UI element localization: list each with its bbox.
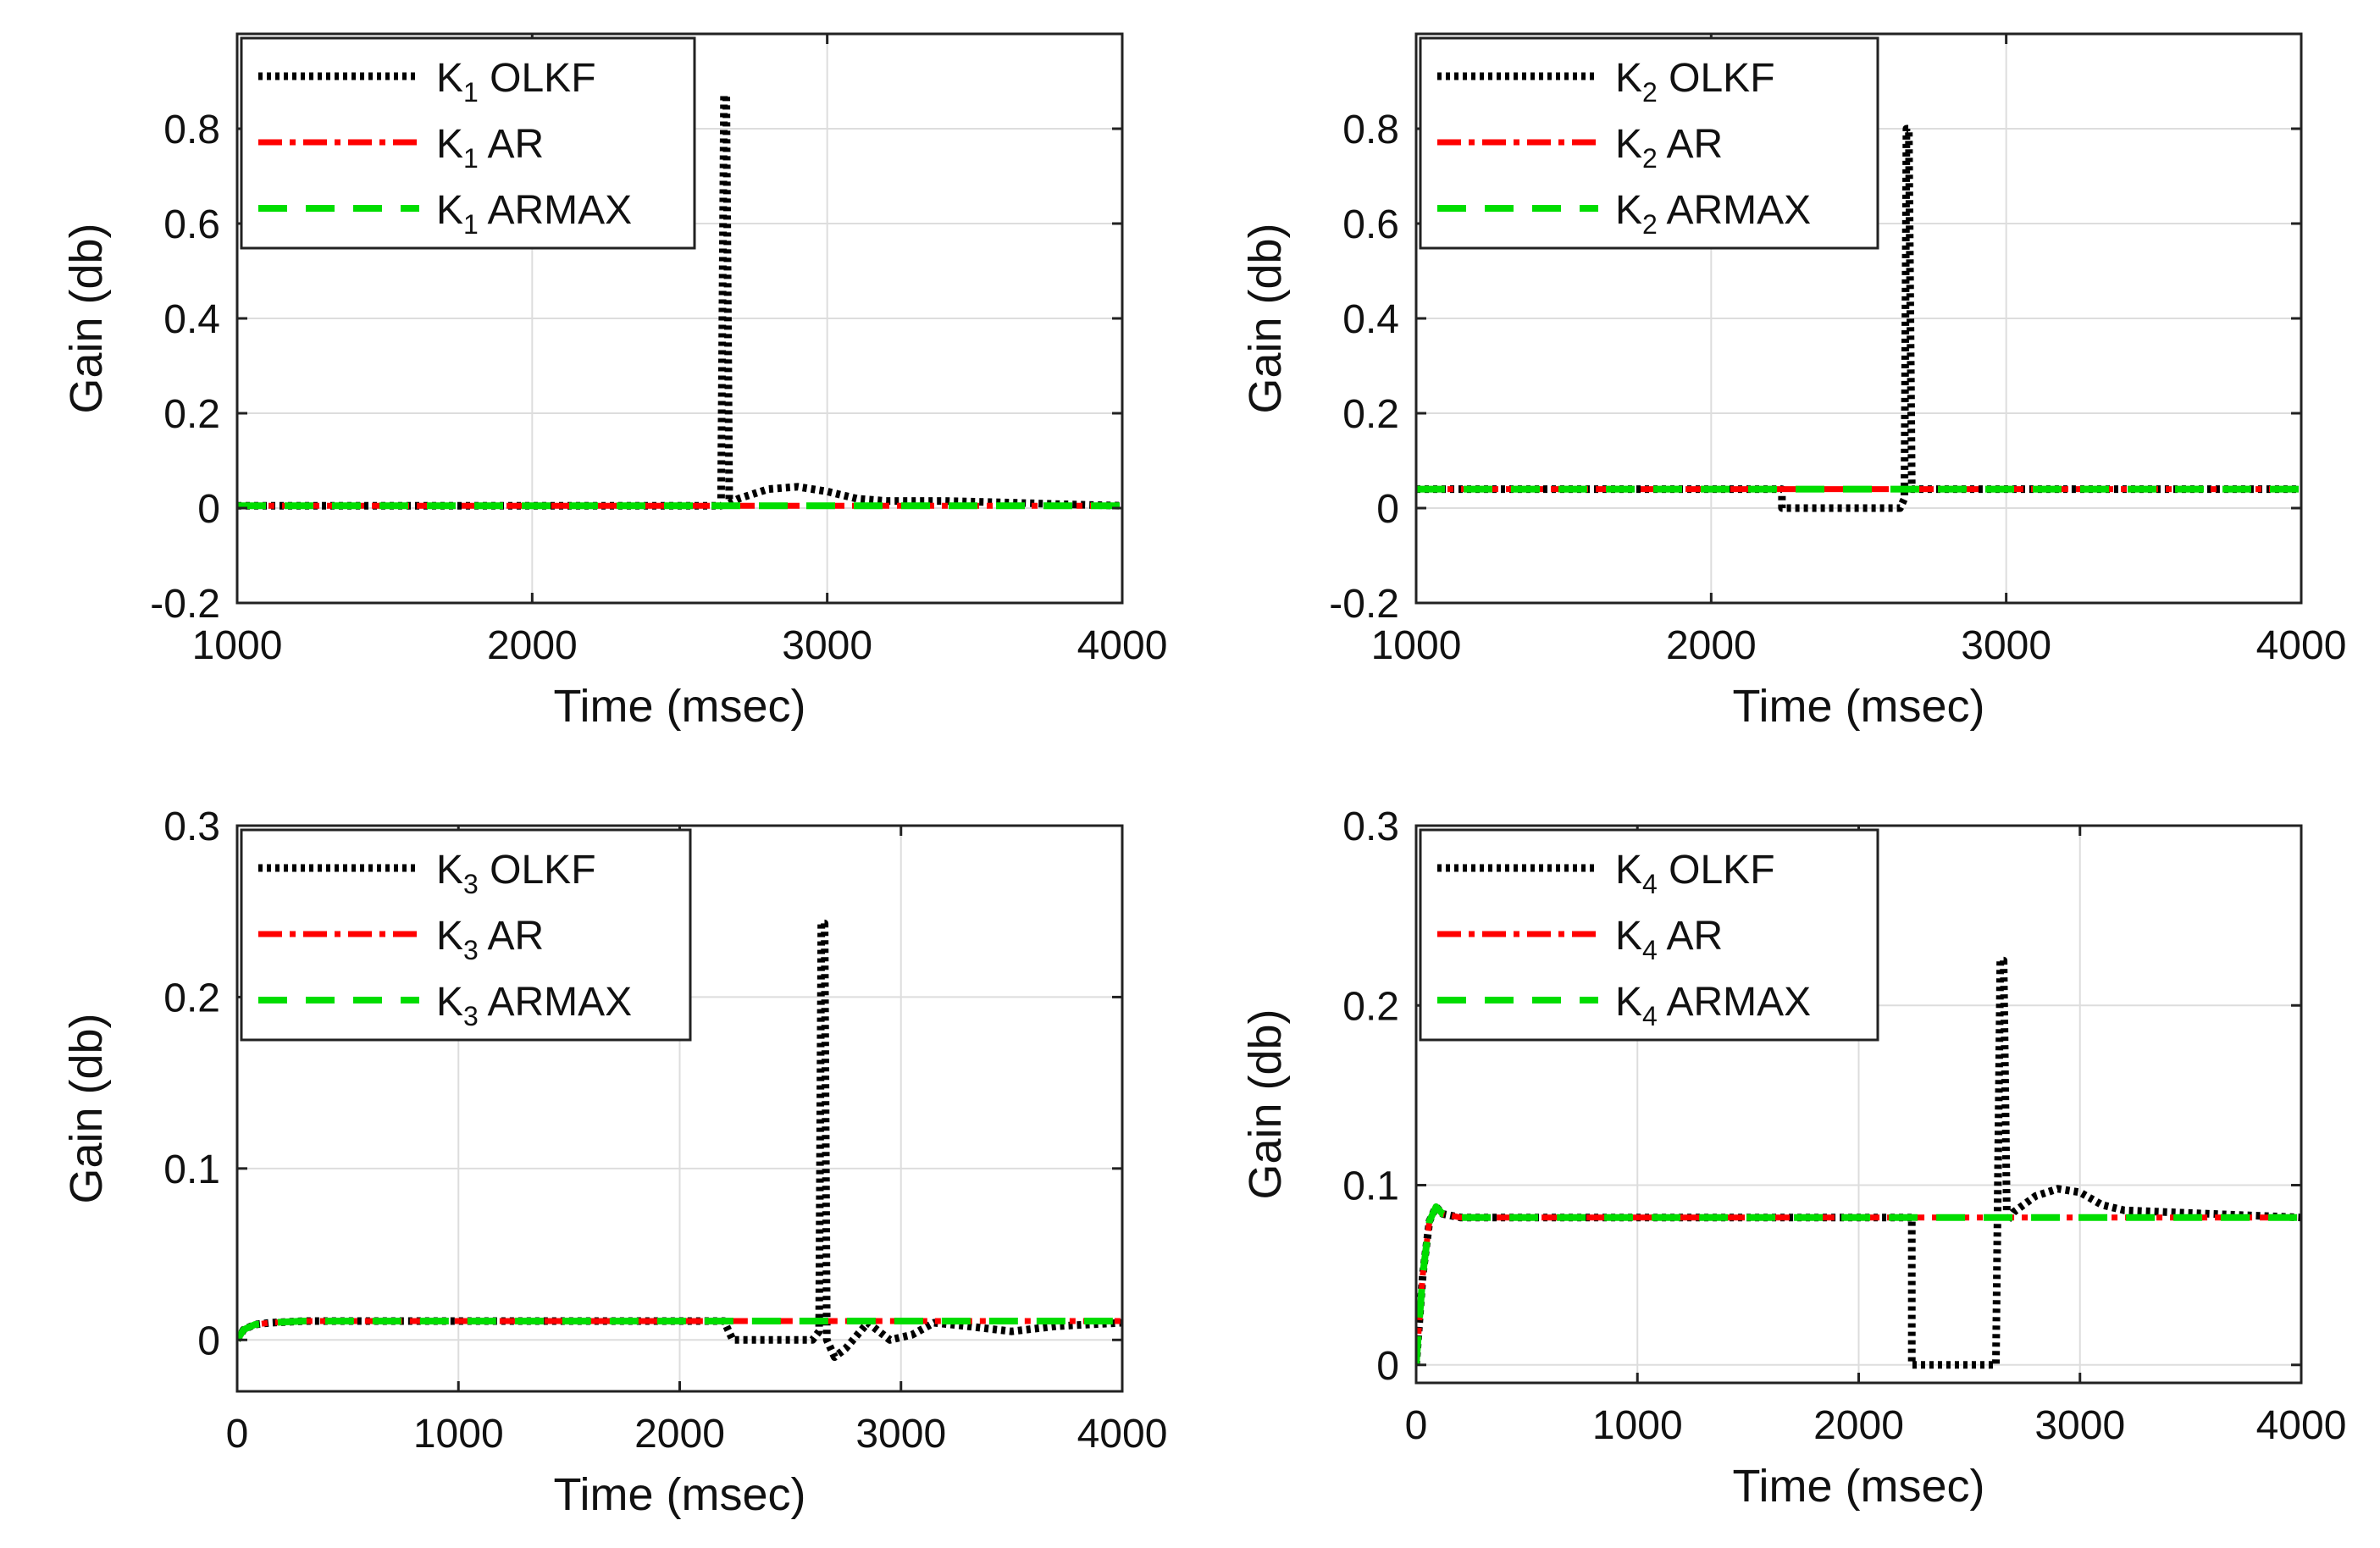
x-tick-label: 2000 — [1666, 623, 1757, 668]
legend-label: K2 ARMAX — [1615, 188, 1811, 240]
x-axis-label: Time (msec) — [1733, 1461, 1985, 1512]
y-axis-label: Gain (db) — [61, 1013, 112, 1203]
series-line-dotted — [1416, 956, 2301, 1369]
legend-label: K1 OLKF — [436, 56, 596, 108]
x-axis-label: Time (msec) — [1733, 681, 1985, 732]
y-tick-label: 0.2 — [163, 976, 220, 1020]
y-tick-label: -0.2 — [1329, 582, 1399, 627]
series-line-dotted — [237, 91, 1122, 510]
x-tick-label: 2000 — [634, 1412, 725, 1457]
x-tick-label: 4000 — [2256, 623, 2347, 668]
y-tick-label: 0.2 — [1342, 392, 1399, 437]
legend-label: K1 ARMAX — [436, 188, 632, 240]
series-group — [237, 919, 1122, 1361]
y-tick-label: 0.2 — [163, 392, 220, 437]
x-tick-label: 2000 — [1813, 1403, 1904, 1448]
legend-label: K1 AR — [436, 122, 544, 174]
x-tick-label: 4000 — [1077, 1412, 1168, 1457]
x-tick-label: 3000 — [1961, 623, 2051, 668]
y-tick-label: 0.3 — [1342, 804, 1399, 849]
x-tick-label: 1000 — [413, 1412, 504, 1457]
chart-1: 1000 2000 3000 4000 -0.2 0 0.2 0.4 0.6 0.8 Time (m… — [61, 32, 1168, 732]
chart-2: 1000 2000 3000 4000 -0.2 0 0.2 0.4 0.6 0.8 Time (m… — [1240, 32, 2347, 732]
series-group — [1416, 956, 2301, 1369]
y-tick-label: 0.2 — [1342, 984, 1399, 1029]
y-tick-label: 0 — [197, 1319, 220, 1363]
y-axis-label: Gain (db) — [61, 223, 112, 413]
chart-4: 0 1000 2000 3000 4000 0 0.1 0.2 0.3 Time (msec) Ga… — [1240, 804, 2346, 1512]
legend: K4 OLKF K4 AR K4 ARMAX — [1419, 828, 1879, 1042]
legend: K3 OLKF K3 AR K3 ARMAX — [240, 828, 692, 1042]
y-tick-label: 0 — [197, 487, 220, 532]
legend-label: K2 OLKF — [1615, 56, 1775, 108]
x-tick-label: 3000 — [855, 1412, 946, 1457]
y-tick-label: 0.4 — [163, 297, 220, 342]
x-tick-label: 4000 — [2256, 1403, 2347, 1448]
y-tick-label: 0.1 — [163, 1147, 220, 1192]
x-tick-label: 1000 — [1371, 623, 1462, 668]
x-tick-label: 4000 — [1077, 623, 1168, 668]
x-tick-label: 0 — [226, 1412, 249, 1457]
legend-label: K2 AR — [1615, 122, 1723, 174]
x-tick-label: 1000 — [1592, 1403, 1683, 1448]
y-tick-label: 0.1 — [1342, 1164, 1399, 1209]
x-tick-label: 2000 — [487, 623, 578, 668]
y-axis-label: Gain (db) — [1240, 1009, 1291, 1199]
legend-label: K3 OLKF — [436, 848, 596, 899]
y-tick-label: 0 — [1376, 1344, 1399, 1389]
series-line-dashed — [237, 1318, 1122, 1342]
series-line-dashed — [1416, 1203, 2301, 1366]
series-group — [1416, 124, 2301, 512]
x-tick-label: 1000 — [192, 623, 283, 668]
y-tick-label: 0 — [1376, 487, 1399, 532]
legend: K2 OLKF K2 AR K2 ARMAX — [1419, 36, 1879, 250]
x-axis-label: Time (msec) — [554, 681, 806, 732]
legend-label: K4 ARMAX — [1615, 980, 1811, 1031]
y-tick-label: 0.6 — [1342, 202, 1399, 247]
x-axis-label: Time (msec) — [554, 1469, 806, 1520]
y-tick-label: -0.2 — [150, 582, 220, 627]
legend-label: K4 OLKF — [1615, 848, 1775, 899]
y-tick-label: 0.4 — [1342, 297, 1399, 342]
legend-label: K4 AR — [1615, 914, 1723, 965]
series-line-dashdot — [1416, 1203, 2301, 1366]
chart-3: 0 1000 2000 3000 4000 0 0.1 0.2 0.3 Time (msec) Ga… — [61, 804, 1167, 1520]
y-tick-label: 0.3 — [163, 804, 220, 849]
legend-label: K3 ARMAX — [436, 980, 632, 1031]
x-tick-label: 0 — [1405, 1403, 1428, 1448]
x-tick-label: 3000 — [2034, 1403, 2125, 1448]
y-tick-label: 0.6 — [163, 202, 220, 247]
legend-label: K3 AR — [436, 914, 544, 965]
series-group — [237, 91, 1122, 510]
x-tick-label: 3000 — [782, 623, 872, 668]
y-tick-label: 0.8 — [1342, 108, 1399, 152]
legend: K1 OLKF K1 AR K1 ARMAX — [240, 36, 696, 250]
y-tick-label: 0.8 — [163, 108, 220, 152]
y-axis-label: Gain (db) — [1240, 223, 1291, 413]
